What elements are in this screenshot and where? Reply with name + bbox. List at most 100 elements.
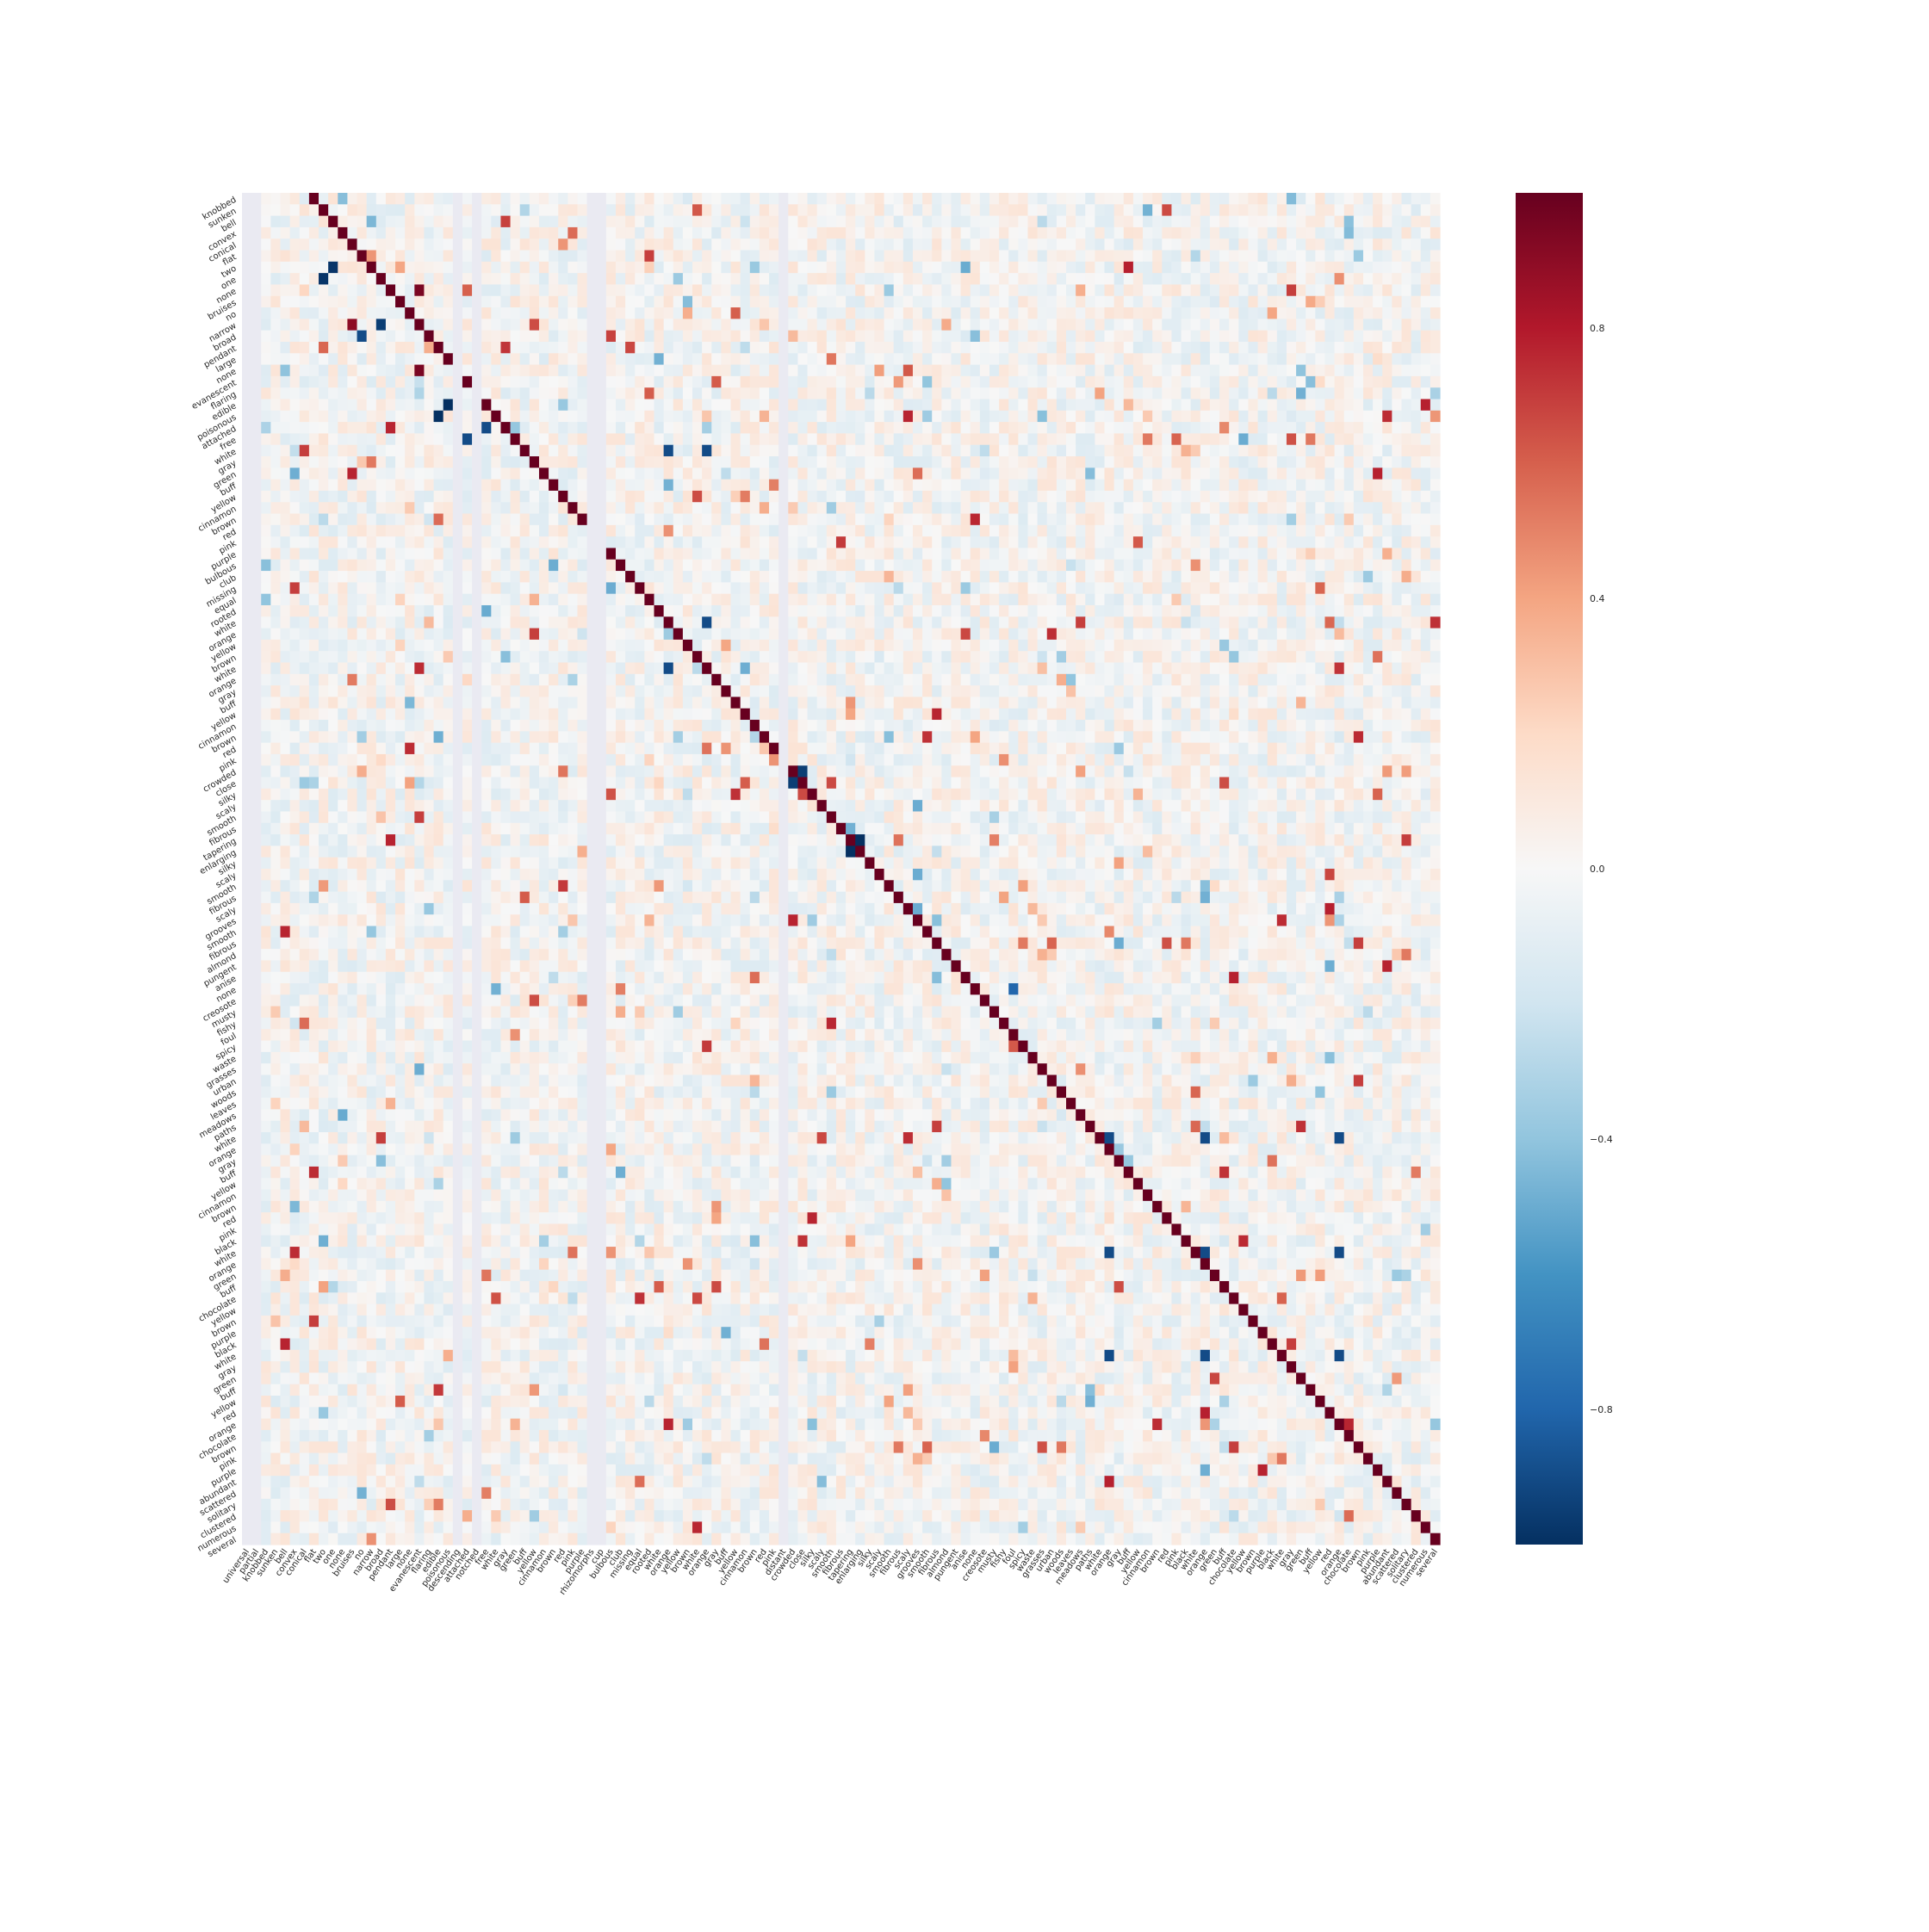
heatmap-cell bbox=[797, 479, 809, 492]
heatmap-cell bbox=[846, 479, 856, 492]
heatmap-cell bbox=[759, 628, 770, 641]
heatmap-cell bbox=[280, 582, 291, 595]
heatmap-cell bbox=[452, 204, 463, 217]
heatmap-cell bbox=[443, 238, 454, 251]
heatmap-cell bbox=[242, 295, 252, 308]
heatmap-cell bbox=[366, 433, 377, 446]
heatmap-cell bbox=[960, 238, 971, 251]
heatmap-cell bbox=[1315, 204, 1326, 217]
heatmap-cell bbox=[999, 479, 1009, 492]
heatmap-cell bbox=[769, 479, 779, 492]
heatmap-cell bbox=[1027, 341, 1039, 354]
heatmap-cell bbox=[299, 582, 310, 595]
heatmap-cell bbox=[568, 502, 579, 515]
heatmap-cell bbox=[405, 513, 415, 526]
heatmap-cell bbox=[414, 479, 425, 492]
heatmap-cell bbox=[625, 238, 636, 251]
heatmap-cell bbox=[1373, 571, 1383, 583]
heatmap-cell bbox=[692, 628, 703, 641]
heatmap-cell bbox=[625, 410, 636, 423]
heatmap-cell bbox=[1315, 238, 1326, 251]
heatmap-cell bbox=[989, 364, 1000, 377]
heatmap-cell bbox=[797, 456, 809, 468]
heatmap-cell bbox=[902, 193, 914, 205]
heatmap-cell bbox=[510, 604, 521, 617]
heatmap-cell bbox=[1162, 215, 1173, 228]
heatmap-cell bbox=[1209, 250, 1220, 263]
heatmap-cell bbox=[846, 387, 856, 400]
heatmap-cell bbox=[558, 295, 568, 308]
heatmap-cell bbox=[529, 456, 540, 468]
heatmap-cell bbox=[1267, 399, 1278, 412]
heatmap-cell bbox=[1306, 273, 1316, 286]
heatmap-cell bbox=[251, 307, 262, 319]
heatmap-cell bbox=[816, 353, 828, 366]
heatmap-cell bbox=[395, 628, 406, 641]
heatmap-cell bbox=[605, 215, 617, 228]
heatmap-cell bbox=[874, 399, 885, 412]
heatmap-cell bbox=[979, 444, 990, 457]
heatmap-cell bbox=[1373, 284, 1383, 297]
heatmap-cell bbox=[1046, 548, 1058, 560]
heatmap-cell bbox=[1171, 422, 1182, 435]
heatmap-cell bbox=[289, 456, 301, 468]
heatmap-cell bbox=[884, 639, 895, 652]
heatmap-cell bbox=[1037, 616, 1048, 629]
heatmap-cell bbox=[261, 261, 271, 274]
heatmap-cell bbox=[970, 513, 981, 526]
heatmap-cell bbox=[1392, 616, 1403, 629]
heatmap-cell bbox=[338, 593, 349, 606]
heatmap-cell bbox=[280, 593, 291, 606]
heatmap-cell bbox=[1353, 319, 1364, 331]
heatmap-cell bbox=[816, 387, 828, 400]
heatmap-cell bbox=[855, 422, 865, 435]
heatmap-cell bbox=[1420, 513, 1431, 526]
heatmap-cell bbox=[788, 548, 799, 560]
heatmap-cell bbox=[289, 364, 301, 377]
heatmap-cell bbox=[347, 444, 358, 457]
heatmap-cell bbox=[1132, 433, 1144, 446]
heatmap-cell bbox=[663, 341, 674, 354]
heatmap-cell bbox=[462, 444, 473, 457]
heatmap-cell bbox=[912, 468, 923, 480]
heatmap-cell bbox=[884, 238, 895, 251]
heatmap-cell bbox=[308, 502, 319, 515]
heatmap-cell bbox=[1430, 604, 1441, 617]
heatmap-cell bbox=[644, 375, 655, 388]
heatmap-cell bbox=[1143, 433, 1153, 446]
heatmap-cell bbox=[615, 387, 626, 400]
heatmap-cell bbox=[884, 468, 895, 480]
heatmap-cell bbox=[1171, 238, 1182, 251]
heatmap-cell bbox=[1132, 490, 1144, 503]
heatmap-cell bbox=[826, 456, 837, 468]
heatmap-cell bbox=[1056, 295, 1067, 308]
heatmap-cell bbox=[1209, 193, 1220, 205]
heatmap-cell bbox=[1123, 250, 1134, 263]
heatmap-cell bbox=[826, 341, 837, 354]
heatmap-cell bbox=[1267, 387, 1278, 400]
heatmap-cell bbox=[1267, 571, 1278, 583]
heatmap-cell bbox=[835, 238, 847, 251]
heatmap-cell bbox=[443, 261, 454, 274]
heatmap-cell bbox=[510, 261, 521, 274]
heatmap-cell bbox=[835, 250, 847, 263]
heatmap-cell bbox=[1076, 628, 1086, 641]
heatmap-cell bbox=[865, 559, 876, 572]
heatmap-cell bbox=[932, 604, 942, 617]
heatmap-cell bbox=[1420, 226, 1431, 239]
heatmap-cell bbox=[375, 284, 387, 297]
heatmap-cell bbox=[424, 261, 435, 274]
heatmap-cell bbox=[1008, 524, 1019, 537]
heatmap-cell bbox=[846, 226, 856, 239]
heatmap-cell bbox=[519, 502, 530, 515]
heatmap-cell bbox=[1286, 548, 1297, 560]
heatmap-cell bbox=[893, 364, 904, 377]
heatmap-cell bbox=[586, 639, 598, 652]
heatmap-cell bbox=[347, 582, 358, 595]
heatmap-cell bbox=[654, 444, 665, 457]
heatmap-cell bbox=[1171, 307, 1182, 319]
heatmap-cell bbox=[663, 204, 674, 217]
heatmap-cell bbox=[932, 490, 942, 503]
heatmap-cell bbox=[1324, 250, 1336, 263]
heatmap-cell bbox=[1401, 502, 1412, 515]
